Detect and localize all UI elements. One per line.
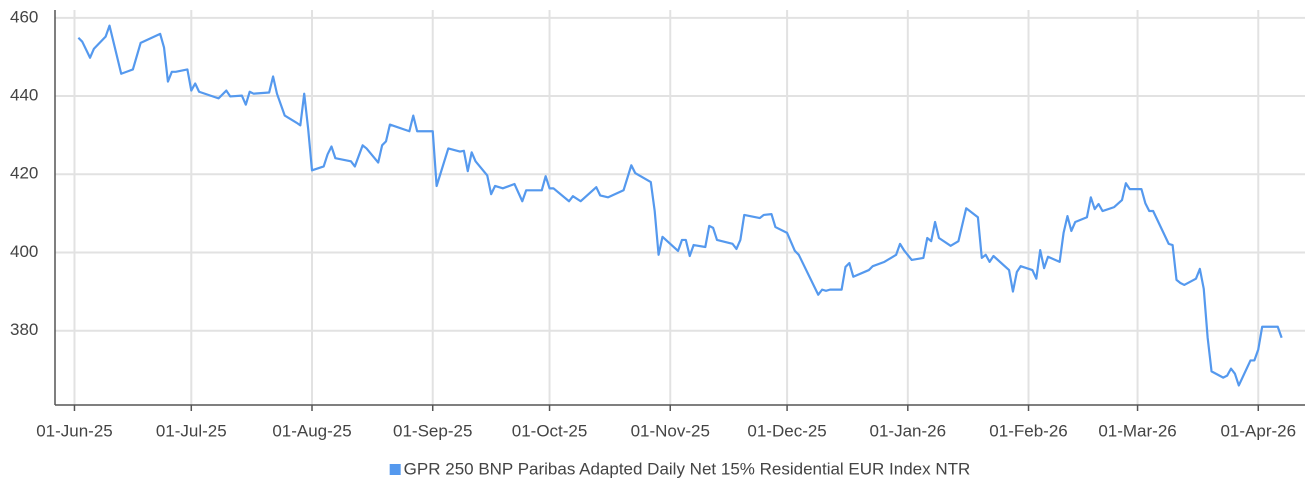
- x-tick-label: 01-Aug-25: [272, 421, 351, 440]
- x-tick-label: 01-Dec-25: [747, 421, 826, 440]
- x-tick-label: 01-Jun-25: [36, 421, 113, 440]
- x-tick-label: 01-Apr-26: [1220, 421, 1296, 440]
- x-tick-label: 01-Jan-26: [870, 421, 947, 440]
- x-tick-label: 01-Oct-25: [512, 421, 588, 440]
- x-tick-label: 01-Jul-25: [156, 421, 227, 440]
- x-tick-label: 01-Feb-26: [989, 421, 1067, 440]
- x-tick-label: 01-Nov-25: [631, 421, 710, 440]
- x-tick-label: 01-Mar-26: [1098, 421, 1176, 440]
- legend-label: GPR 250 BNP Paribas Adapted Daily Net 15…: [404, 459, 971, 478]
- y-tick-label: 380: [10, 320, 38, 339]
- y-tick-label: 420: [10, 164, 38, 183]
- y-tick-label: 440: [10, 86, 38, 105]
- y-tick-label: 400: [10, 242, 38, 261]
- y-tick-label: 460: [10, 7, 38, 26]
- legend-swatch: [389, 464, 401, 475]
- data-line: [77, 24, 1283, 387]
- x-tick-label: 01-Sep-25: [393, 421, 472, 440]
